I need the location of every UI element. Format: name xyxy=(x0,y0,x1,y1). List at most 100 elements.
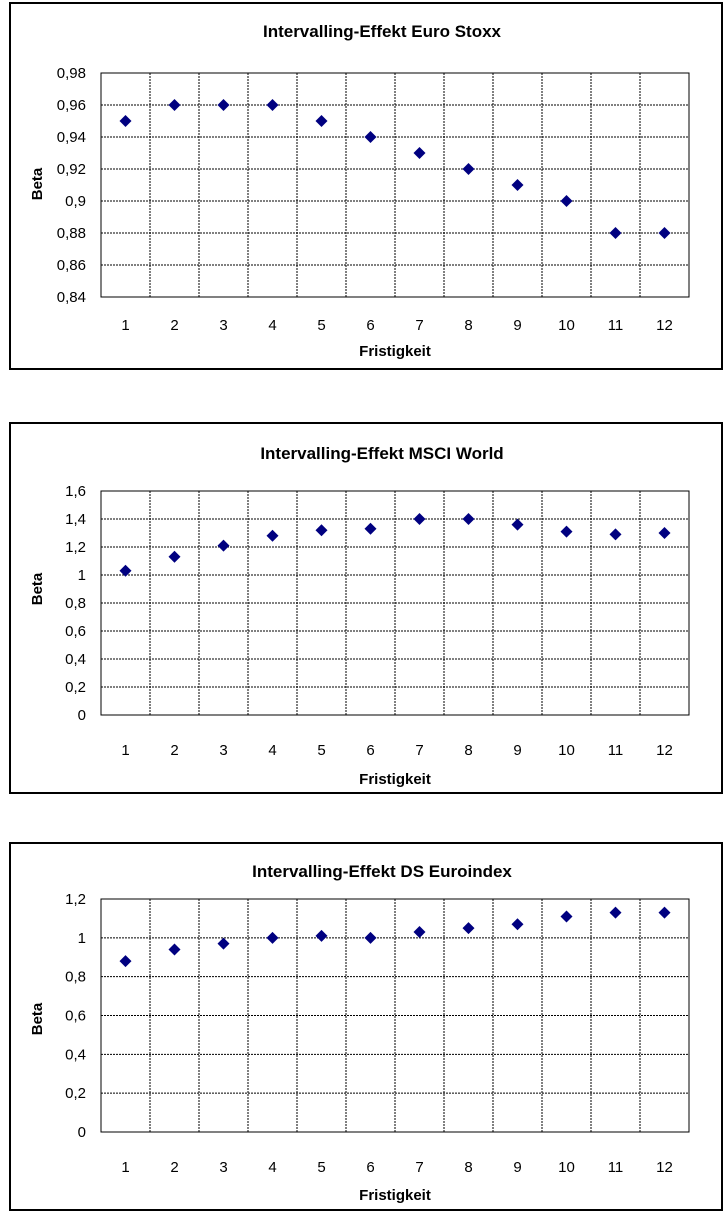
y-tick-label: 0,84 xyxy=(57,289,86,306)
y-axis-title: Beta xyxy=(29,167,46,200)
x-tick-label: 10 xyxy=(558,742,575,759)
x-tick-label: 12 xyxy=(656,317,673,334)
x-tick-label: 9 xyxy=(513,742,521,759)
y-tick-label: 0,6 xyxy=(65,623,86,640)
x-tick-label: 6 xyxy=(366,317,374,334)
data-point xyxy=(511,918,524,931)
y-tick-label: 0,2 xyxy=(65,1085,86,1102)
data-point xyxy=(462,922,475,935)
x-tick-label: 4 xyxy=(268,742,276,759)
y-tick-label: 1,4 xyxy=(65,511,86,528)
x-tick-label: 10 xyxy=(558,317,575,334)
y-tick-label: 0,94 xyxy=(57,129,86,146)
y-tick-label: 1,2 xyxy=(65,539,86,556)
y-tick-label: 0,4 xyxy=(65,651,86,668)
x-tick-label: 1 xyxy=(121,317,129,334)
data-point xyxy=(119,955,132,968)
data-point xyxy=(609,227,622,239)
chart-svg: Intervalling-Effekt DS Euroindex 0 0,2 0,4 0… xyxy=(9,842,723,1211)
x-tick-label: 11 xyxy=(608,1159,624,1176)
data-point xyxy=(119,115,132,127)
x-tick-label: 5 xyxy=(317,317,325,334)
data-point xyxy=(168,943,181,956)
x-tick-label: 2 xyxy=(170,317,178,334)
y-tick-label: 1,6 xyxy=(65,483,86,500)
data-point xyxy=(168,99,181,111)
x-axis-title: Fristigkeit xyxy=(359,343,431,360)
data-point xyxy=(413,513,426,525)
data-point xyxy=(266,931,279,944)
data-point xyxy=(266,529,279,542)
y-tick-label: 0,8 xyxy=(65,595,86,612)
x-tick-label: 6 xyxy=(366,742,374,759)
x-tick-label: 11 xyxy=(608,317,624,334)
data-point xyxy=(364,931,377,944)
x-tick-label: 12 xyxy=(656,742,673,759)
data-point xyxy=(315,929,328,942)
x-tick-label: 4 xyxy=(268,317,276,334)
x-tick-label: 5 xyxy=(317,742,325,759)
x-tick-label: 11 xyxy=(608,742,624,759)
x-tick-label: 12 xyxy=(656,1159,673,1176)
chart-svg: Intervalling-Effekt Euro Stoxx 0,84 0,86 0,… xyxy=(9,2,723,370)
data-point xyxy=(560,910,573,923)
x-tick-label: 9 xyxy=(513,1159,521,1176)
x-tick-label: 7 xyxy=(415,742,423,759)
data-point xyxy=(609,528,622,541)
data-point xyxy=(609,906,622,919)
x-tick-label: 1 xyxy=(121,1159,129,1176)
plot-border xyxy=(100,490,690,716)
x-tick-label: 1 xyxy=(121,742,129,759)
data-point xyxy=(511,518,524,531)
data-point xyxy=(413,926,426,939)
x-tick-label: 2 xyxy=(170,1159,178,1176)
chart-msci-world: Intervalling-Effekt MSCI World 0 0,2 0,4 0,6… xyxy=(0,420,726,796)
y-tick-label: 0,96 xyxy=(57,97,86,114)
x-tick-label: 5 xyxy=(317,1159,325,1176)
y-tick-label: 0 xyxy=(78,707,86,724)
data-point xyxy=(462,163,475,175)
data-point xyxy=(168,550,181,563)
y-tick-label: 0 xyxy=(78,1124,86,1141)
x-tick-label: 4 xyxy=(268,1159,276,1176)
y-axis-title: Beta xyxy=(29,572,46,605)
x-tick-label: 7 xyxy=(415,1159,423,1176)
x-axis-title: Fristigkeit xyxy=(359,1187,431,1204)
y-tick-label: 0,86 xyxy=(57,257,86,274)
y-tick-label: 0,8 xyxy=(65,969,86,986)
y-tick-label: 1 xyxy=(78,567,86,584)
data-point xyxy=(560,525,573,538)
x-tick-label: 6 xyxy=(366,1159,374,1176)
data-point xyxy=(364,131,377,143)
y-tick-label: 1 xyxy=(78,930,86,947)
data-point xyxy=(217,539,230,552)
y-tick-label: 0,98 xyxy=(57,65,86,82)
chart-svg: Intervalling-Effekt MSCI World 0 0,2 0,4 0,6… xyxy=(9,422,723,794)
data-point xyxy=(217,937,230,950)
chart-title: Intervalling-Effekt MSCI World xyxy=(260,444,503,463)
data-point xyxy=(315,115,328,127)
chart-euro-stoxx: Intervalling-Effekt Euro Stoxx 0,84 0,86 0,… xyxy=(0,0,726,372)
y-tick-label: 1,2 xyxy=(65,891,86,908)
data-point xyxy=(266,99,279,111)
data-point xyxy=(413,147,426,159)
plot-border xyxy=(100,72,690,298)
y-axis-title: Beta xyxy=(29,1002,46,1035)
data-point xyxy=(364,522,377,535)
x-tick-label: 7 xyxy=(415,317,423,334)
data-point xyxy=(658,527,671,539)
y-tick-label: 0,92 xyxy=(57,161,86,178)
x-tick-label: 8 xyxy=(464,742,472,759)
x-axis-title: Fristigkeit xyxy=(359,771,431,788)
chart-title: Intervalling-Effekt Euro Stoxx xyxy=(263,22,502,41)
data-point xyxy=(315,524,328,537)
x-tick-label: 9 xyxy=(513,317,521,334)
x-tick-label: 3 xyxy=(219,742,227,759)
x-tick-label: 10 xyxy=(558,1159,575,1176)
plot-border xyxy=(100,898,690,1133)
y-tick-label: 0,4 xyxy=(65,1046,86,1063)
x-tick-label: 3 xyxy=(219,1159,227,1176)
y-tick-label: 0,9 xyxy=(65,193,86,210)
x-tick-label: 8 xyxy=(464,317,472,334)
y-tick-label: 0,88 xyxy=(57,225,86,242)
